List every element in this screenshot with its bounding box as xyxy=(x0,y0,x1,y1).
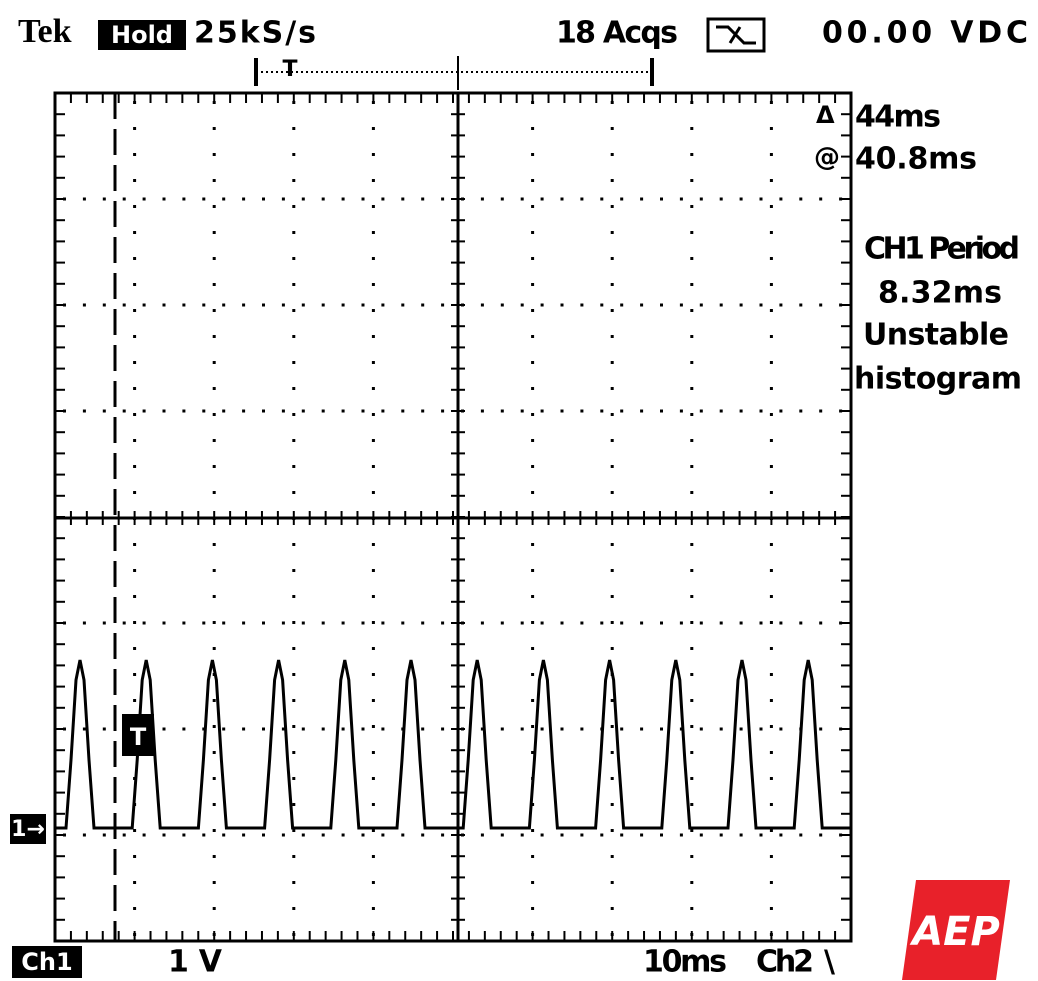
delta-symbol: Δ xyxy=(816,101,835,129)
trigger-icon-glyph xyxy=(716,25,756,45)
ground-marker: 1→ xyxy=(11,817,45,842)
readout: 00.00 VDC xyxy=(822,16,1028,51)
trigger-slope: \ xyxy=(824,945,835,980)
at-symbol: @ xyxy=(814,143,840,173)
trigger-position: T xyxy=(282,57,297,82)
logo: AEP xyxy=(909,909,1000,955)
graticule xyxy=(53,91,853,943)
measure-status: Unstable xyxy=(863,318,1009,353)
trigger-icon xyxy=(706,17,766,53)
time-per-div: 10ms xyxy=(643,945,727,980)
sample-rate: 25kS/s xyxy=(194,16,316,51)
trigger-source: Ch2 xyxy=(756,945,814,980)
measure-name: CH1 Period xyxy=(864,232,1020,267)
acquisitions: 18 Acqs xyxy=(556,16,678,51)
logo-shape xyxy=(902,880,1010,980)
ground-marker-box xyxy=(10,814,46,844)
trigger-level: T xyxy=(130,723,147,751)
measure-mode: histogram xyxy=(854,362,1022,397)
measure-value: 8.32ms xyxy=(878,276,1002,311)
delta: 44ms xyxy=(855,100,941,135)
channel: Ch1 xyxy=(21,948,72,976)
channel-box xyxy=(12,946,82,978)
brand: Tek xyxy=(18,13,72,50)
mode-box xyxy=(98,20,186,50)
position: 40.8ms xyxy=(855,142,977,177)
waveform xyxy=(55,659,851,830)
volts-per-div: 1 V xyxy=(168,945,223,980)
mode: Hold xyxy=(111,21,173,49)
trigger-level-box xyxy=(122,714,154,756)
